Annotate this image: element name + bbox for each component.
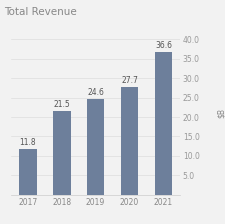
Text: 21.5: 21.5 — [53, 100, 70, 109]
Text: Total Revenue: Total Revenue — [4, 7, 77, 17]
Text: 11.8: 11.8 — [19, 138, 36, 147]
Bar — [19, 149, 37, 195]
Bar — [53, 111, 70, 195]
Text: 24.6: 24.6 — [87, 88, 104, 97]
Bar — [121, 87, 138, 195]
Text: 36.6: 36.6 — [155, 41, 172, 50]
Bar — [155, 52, 172, 195]
Text: 27.7: 27.7 — [121, 76, 138, 85]
Bar — [87, 99, 104, 195]
Y-axis label: $B: $B — [216, 108, 225, 118]
